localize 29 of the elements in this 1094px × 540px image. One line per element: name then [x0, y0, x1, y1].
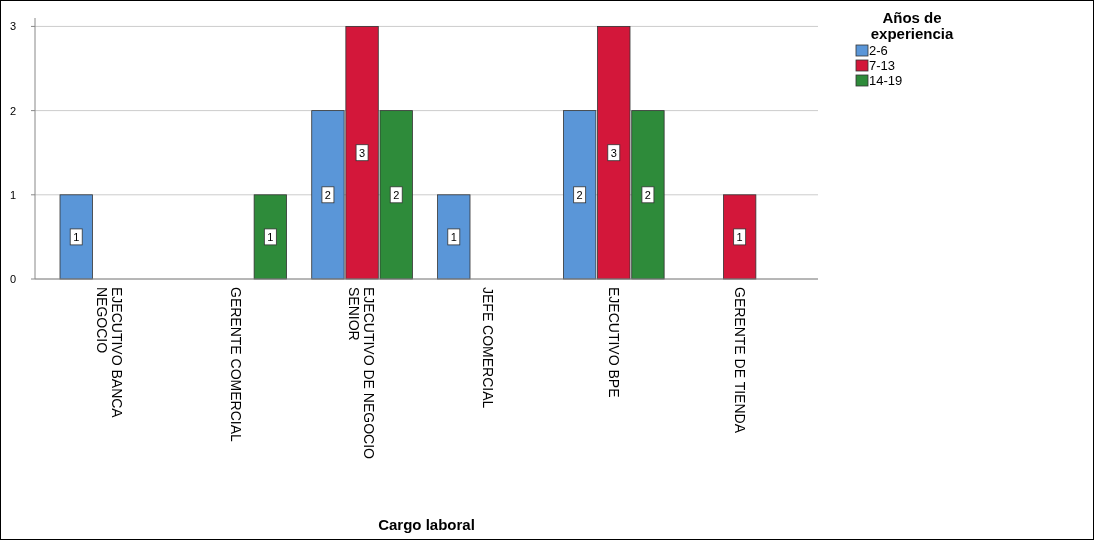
data-label: 1	[450, 230, 457, 243]
data-label: 1	[73, 230, 80, 243]
bar	[253, 194, 287, 280]
data-label: 3	[610, 146, 617, 159]
y-tick-label: 0	[9, 273, 17, 285]
bar	[59, 194, 93, 280]
x-tick-label: EJECUTIVO DE NEGOCIO SENIOR	[346, 287, 378, 460]
x-tick-label: EJECUTIVO BANCA NEGOCIO	[94, 287, 126, 419]
data-label: 1	[267, 230, 274, 243]
x-tick-label: GERENTE COMERCIAL	[228, 287, 245, 443]
data-label: 2	[576, 188, 583, 201]
data-label: 2	[644, 188, 651, 201]
data-label: 1	[736, 230, 743, 243]
data-label: 2	[393, 188, 400, 201]
x-tick-label: JEFE COMERCIAL	[479, 287, 496, 409]
bar	[723, 194, 757, 280]
legend-label: 7-13	[869, 58, 896, 73]
x-tick-label: EJECUTIVO BPE	[605, 287, 622, 398]
data-label: 2	[324, 188, 331, 201]
bar	[437, 194, 471, 280]
y-tick-label: 2	[9, 104, 17, 117]
data-label: 3	[359, 146, 366, 159]
x-tick-label: GERENTE DE TIENDA	[731, 287, 748, 434]
legend-label: 2-6	[869, 43, 888, 58]
legend-label: 14-19	[869, 73, 903, 88]
y-tick-label: 1	[9, 188, 17, 201]
x-axis-title: Cargo laboral	[378, 516, 475, 533]
legend-title: Años de experiencia	[870, 9, 954, 42]
y-tick-label: 3	[9, 20, 17, 33]
